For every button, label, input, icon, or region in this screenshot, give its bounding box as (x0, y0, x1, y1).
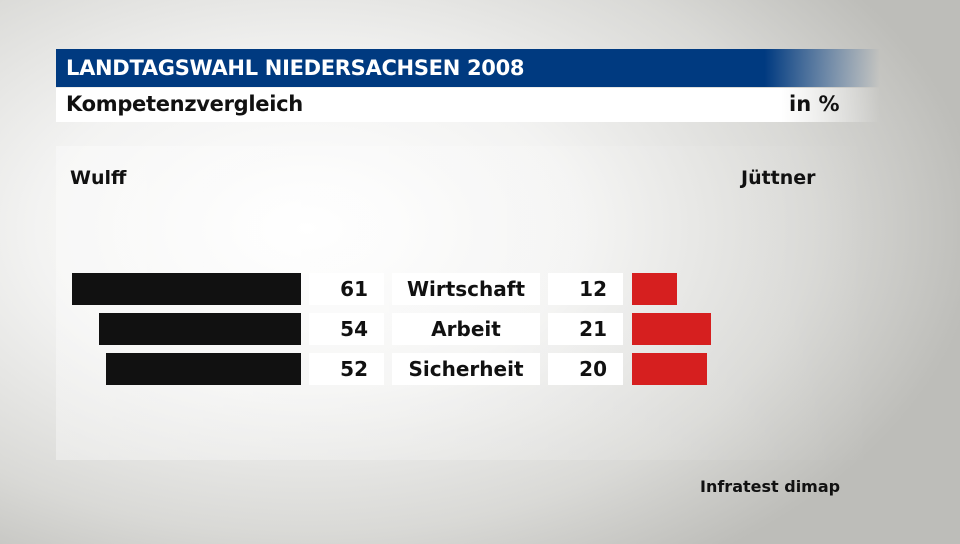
source-label: Infratest dimap (700, 477, 841, 496)
chart-subtitle: Kompetenzvergleich (66, 92, 303, 116)
value-wulff-sicherheit: 52 (309, 353, 384, 385)
category-label-sicherheit: Sicherheit (392, 353, 540, 385)
left-series-label: Wulff (70, 167, 127, 189)
value-juettner-wirtschaft: 12 (548, 273, 623, 305)
value-juettner-arbeit: 21 (548, 313, 623, 345)
title-bar: LANDTAGSWAHL NIEDERSACHSEN 2008 (56, 49, 880, 87)
bar-wulff-arbeit (98, 313, 301, 345)
right-series-label: Jüttner (741, 167, 816, 189)
bar-juettner-sicherheit (632, 353, 707, 385)
value-wulff-arbeit: 54 (309, 313, 384, 345)
bar-juettner-wirtschaft (632, 273, 677, 305)
bar-wulff-sicherheit (106, 353, 301, 385)
category-label-wirtschaft: Wirtschaft (392, 273, 540, 305)
bar-wulff-wirtschaft (72, 273, 301, 305)
unit-label: in % (789, 92, 840, 116)
value-wulff-wirtschaft: 61 (309, 273, 384, 305)
category-label-arbeit: Arbeit (392, 313, 540, 345)
value-juettner-sicherheit: 20 (548, 353, 623, 385)
bar-juettner-arbeit (632, 313, 711, 345)
subtitle-bar: Kompetenzvergleich in % (56, 88, 880, 122)
chart-title: LANDTAGSWAHL NIEDERSACHSEN 2008 (66, 56, 525, 80)
